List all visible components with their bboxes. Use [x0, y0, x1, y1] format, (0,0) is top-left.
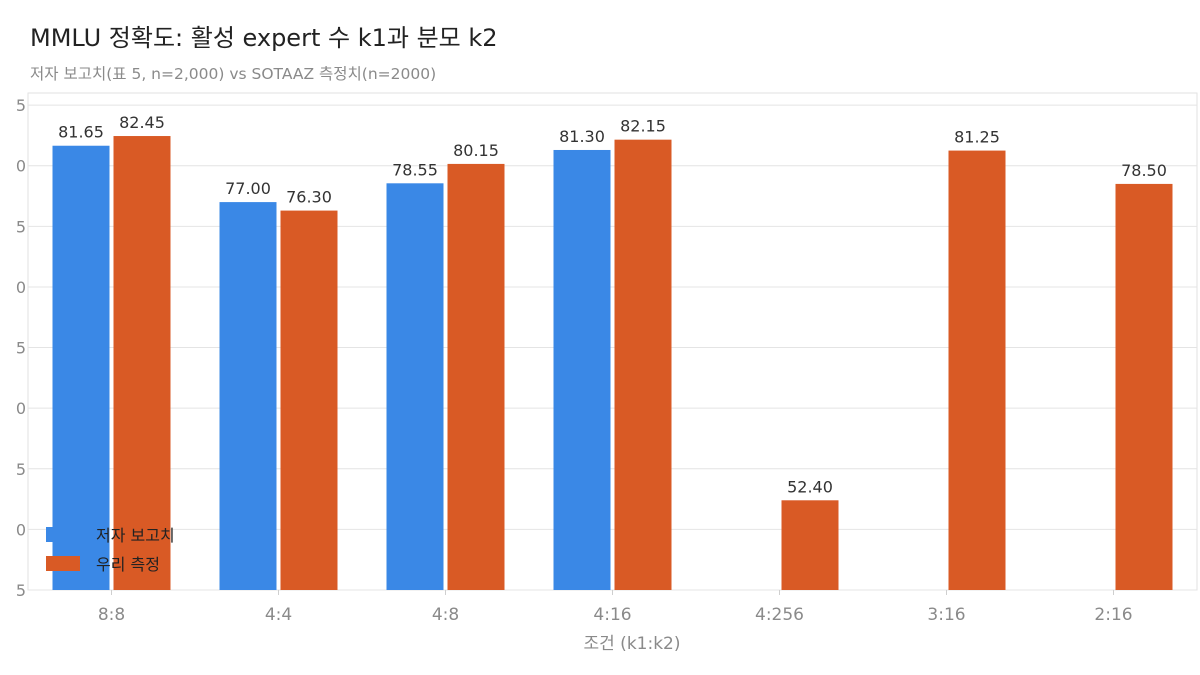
bar-value-label: 81.25	[954, 128, 1000, 147]
bar-author	[52, 145, 110, 591]
bar-value-label: 78.50	[1121, 161, 1167, 180]
bar-value-label: 77.00	[225, 179, 271, 198]
axes: 5 0 5 0 5 0 5 0 5 8:8 4:4 4:8 4:16 4:256 3:16 2:16	[16, 96, 1133, 625]
legend: 저자 보고치 우리 측정	[46, 526, 175, 574]
x-tick-label: 3:16	[927, 605, 965, 625]
x-tick-label: 4:256	[755, 605, 804, 625]
y-tick-label: 5	[16, 96, 26, 115]
bar-ours	[1115, 183, 1173, 591]
y-tick-label: 5	[16, 581, 26, 600]
x-axis-title: 조건 (k1:k2)	[584, 634, 681, 654]
bar-value-label: 82.45	[119, 113, 165, 132]
y-tick-label: 0	[16, 157, 26, 176]
y-tick-label: 5	[16, 217, 26, 236]
legend-swatch-ours	[46, 556, 80, 571]
x-tick-label: 2:16	[1094, 605, 1132, 625]
bar-ours	[781, 500, 839, 590]
bar-value-label: 80.15	[453, 141, 499, 160]
bars	[52, 136, 1173, 591]
legend-label-author: 저자 보고치	[96, 526, 175, 545]
data-labels: 81.65 82.45 77.00 76.30 78.55 80.15 81.30 82.15…	[58, 113, 1167, 496]
y-tick-label: 5	[16, 460, 26, 479]
bar-value-label: 81.65	[58, 123, 104, 142]
bar-author	[219, 202, 277, 590]
bar-value-label: 76.30	[286, 188, 332, 207]
bar-ours	[447, 163, 505, 590]
x-tick-label: 4:4	[265, 605, 292, 625]
legend-swatch-author	[46, 527, 80, 542]
bar-value-label: 78.55	[392, 160, 438, 179]
x-tick-label: 4:16	[593, 605, 631, 625]
y-tick-label: 0	[16, 520, 26, 539]
bar-ours	[614, 139, 672, 591]
bar-value-label: 81.30	[559, 127, 605, 146]
legend-label-ours: 우리 측정	[96, 555, 160, 574]
bar-author	[553, 149, 611, 590]
bar-ours	[948, 150, 1006, 590]
y-tick-label: 0	[16, 399, 26, 418]
x-tick-label: 4:8	[432, 605, 459, 625]
bar-author	[386, 183, 444, 590]
plot-frame	[27, 92, 1198, 591]
y-tick-label: 5	[16, 339, 26, 358]
gridlines	[27, 92, 1198, 591]
y-tick-label: 0	[16, 278, 26, 297]
bar-value-label: 82.15	[620, 117, 666, 136]
bar-value-label: 52.40	[787, 477, 833, 496]
bar-ours	[280, 210, 338, 590]
bar-ours	[113, 136, 171, 590]
x-tick-label: 8:8	[98, 605, 125, 625]
chart-subtitle: 저자 보고치(표 5, n=2,000) vs SOTAAZ 측정치(n=200…	[30, 65, 437, 83]
chart-title: MMLU 정확도: 활성 expert 수 k1과 분모 k2	[30, 24, 498, 52]
